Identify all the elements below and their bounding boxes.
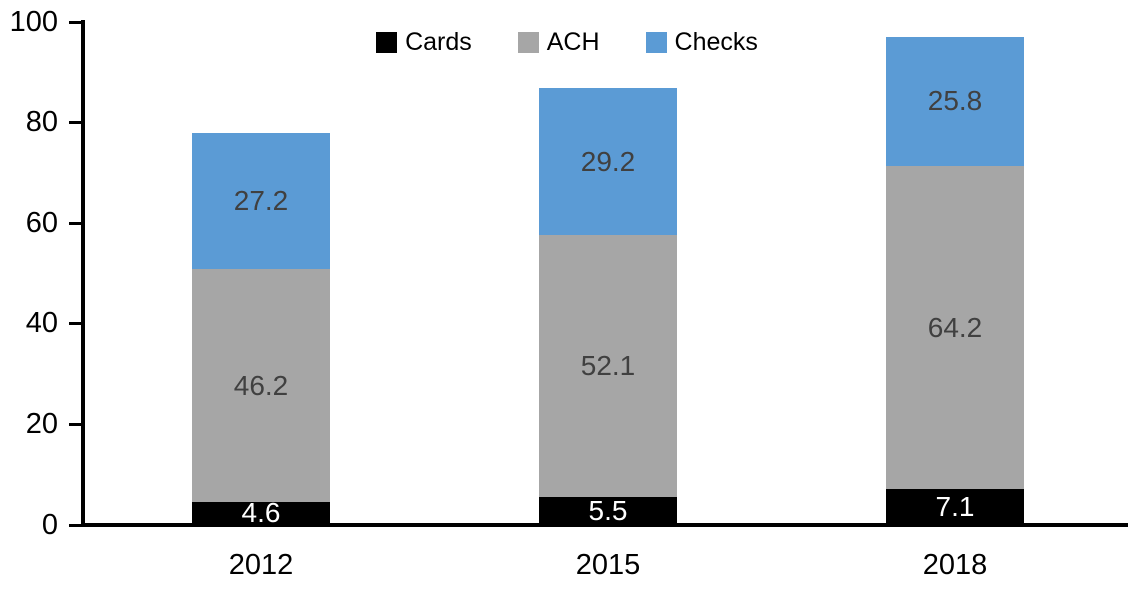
bar-segment-cards-2015: 5.5 (539, 497, 677, 525)
legend-swatch-checks (645, 32, 667, 53)
bar-value-label: 52.1 (580, 350, 636, 382)
bar-value-label: 46.2 (233, 369, 289, 401)
bar-segment-ach-2015: 52.1 (539, 235, 677, 498)
bar-value-label: 7.1 (935, 491, 975, 523)
chart-legend: Cards ACH Checks (0, 30, 1134, 55)
y-axis-tick-label: 0 (41, 508, 58, 541)
legend-label: ACH (546, 28, 600, 56)
y-axis-tick-label: 40 (25, 307, 58, 340)
bar-value-label: 25.8 (927, 85, 983, 117)
bar-value-label: 27.2 (233, 185, 289, 217)
bar-value-label: 4.6 (241, 497, 281, 529)
y-axis-tick-mark (69, 20, 85, 24)
legend-swatch-ach (517, 32, 539, 53)
bar-segment-checks-2015: 29.2 (539, 88, 677, 236)
legend-swatch-cards (376, 32, 398, 53)
y-axis-tick-mark (69, 523, 85, 527)
y-axis-tick-label: 60 (25, 206, 58, 239)
legend-item-cards: Cards (376, 30, 472, 55)
bar-segment-ach-2012: 46.2 (192, 269, 330, 502)
y-axis-tick-mark (69, 121, 85, 125)
bar-segment-checks-2012: 27.2 (192, 132, 330, 270)
legend-label: Cards (405, 28, 472, 56)
x-axis-category-label: 2015 (575, 549, 641, 581)
y-axis-line (81, 20, 85, 527)
bar-segment-checks-2018: 25.8 (886, 36, 1024, 167)
x-axis-category-label: 2012 (228, 549, 294, 581)
bar-segment-ach-2018: 64.2 (886, 166, 1024, 490)
y-axis-tick-mark (69, 322, 85, 326)
bar-value-label: 5.5 (588, 495, 628, 527)
legend-label: Checks (674, 28, 758, 56)
bar-segment-cards-2018: 7.1 (886, 489, 1024, 525)
x-axis-line (81, 523, 1128, 527)
bar-value-label: 29.2 (580, 145, 636, 177)
bar-segment-cards-2012: 4.6 (192, 497, 330, 529)
bar-value-label: 64.2 (927, 311, 983, 343)
legend-item-checks: Checks (645, 28, 758, 56)
y-axis-tick-label: 80 (25, 106, 58, 139)
x-axis-category-label: 2018 (922, 549, 988, 581)
y-axis-tick-mark (69, 422, 85, 426)
y-axis-tick-label: 100 (9, 5, 58, 38)
y-axis-tick-label: 20 (25, 407, 58, 440)
legend-item-ach: ACH (517, 28, 600, 56)
y-axis-tick-mark (69, 221, 85, 225)
